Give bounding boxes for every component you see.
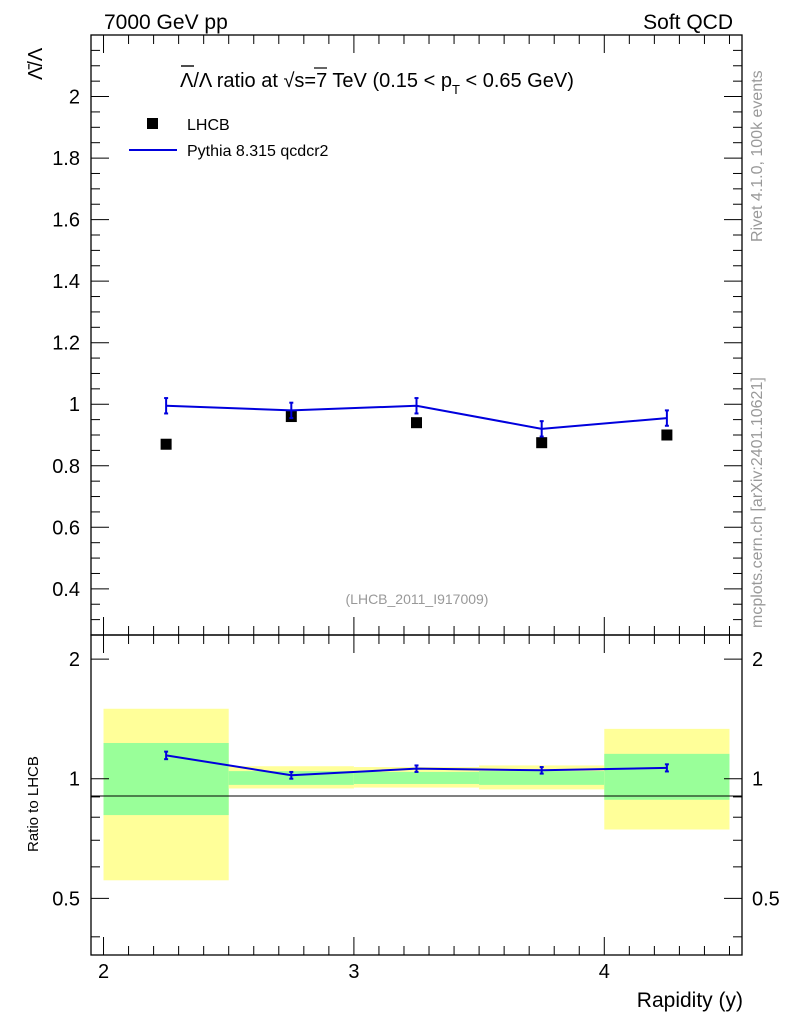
title-lambda-bar: Λ (180, 70, 194, 92)
y-tick-label: 1 (69, 394, 80, 416)
title-sqrt-icon: √ (283, 70, 294, 92)
side-rivet-text: Rivet 4.1.0, 100k events (749, 70, 766, 242)
y-tick-label: 1 (69, 769, 80, 791)
ratio-ylabel: Ratio to LHCB (25, 756, 42, 852)
main-marks (160, 397, 673, 450)
legend-label-pythia: Pythia 8.315 qcdcr2 (187, 143, 329, 160)
x-tick-label: 3 (348, 961, 359, 983)
data-point (536, 437, 548, 449)
data-point (160, 438, 172, 450)
y-tick-label: 2 (69, 649, 80, 671)
title-lead: /Λ ratio at (193, 70, 283, 92)
y-tick-label: 0.8 (52, 456, 80, 478)
plot-title: Λ/Λ ratio at √s=7 TeV (0.15 < pT < 0.65 … (180, 70, 574, 97)
header-left-label: 7000 GeV pp (104, 11, 228, 34)
y-tick-label: 0.6 (52, 517, 80, 539)
y-tick-label-right: 2 (752, 649, 763, 671)
data-point (661, 429, 673, 441)
header-right-label: Soft QCD (643, 11, 733, 34)
title-tail: < 0.65 GeV) (460, 70, 574, 92)
y-tick-label: 1.4 (52, 271, 80, 293)
analysis-watermark: (LHCB_2011_I917009) (346, 591, 489, 607)
band-inner (353, 771, 480, 784)
y-tick-label: 0.5 (52, 888, 80, 910)
main-ylabel-text: Λ̄/Λ (25, 47, 47, 80)
legend-label-lhcb: LHCB (187, 117, 230, 134)
data-point (411, 417, 422, 429)
x-tick-label: 2 (98, 961, 109, 983)
y-tick-label: 1.2 (52, 333, 80, 355)
ratio-ylabel-text: Ratio to LHCB (25, 756, 42, 852)
side-rivet: Rivet 4.1.0, 100k events (749, 70, 766, 242)
y-tick-label: 1.6 (52, 210, 80, 232)
y-tick-label: 2 (69, 87, 80, 109)
title-sub: T (452, 82, 460, 97)
legend-marker-lhcb (147, 118, 158, 129)
y-tick-label-right: 1 (752, 769, 763, 791)
main-panel: 0.4 0.6 0.8 1 1.2 1.4 1.6 1.8 2 Λ/Λ ratio at √s=… (25, 34, 743, 636)
main-ylabel: Λ̄/Λ (25, 47, 47, 80)
title-mid: s=7 TeV (0.15 < p (294, 70, 452, 92)
ratio-marks (164, 750, 669, 780)
ratio-panel: 2 3 4 0.5 0.5 1 1 2 2 Ratio to LHCB Rapidity (y) (25, 634, 780, 1012)
ratio-frame (90, 634, 743, 956)
band-inner (479, 771, 605, 785)
ratio-bands (103, 708, 730, 881)
y-tick-label: 1.8 (52, 148, 80, 170)
side-mcplots-text: mcplots.cern.ch [arXiv:2401.10621] (749, 377, 766, 628)
ratio-ticks: 2 3 4 0.5 0.5 1 1 2 2 (52, 635, 780, 983)
ratio-xlabel: Rapidity (y) (637, 989, 743, 1012)
band-inner (604, 753, 730, 800)
x-tick-label: 4 (599, 961, 610, 983)
side-mcplots: mcplots.cern.ch [arXiv:2401.10621] (749, 377, 766, 628)
legend: LHCB Pythia 8.315 qcdcr2 (129, 117, 329, 160)
main-ticks: 0.4 0.6 0.8 1 1.2 1.4 1.6 1.8 2 (52, 35, 742, 635)
y-tick-label: 0.4 (52, 579, 80, 601)
y-tick-label-right: 0.5 (752, 888, 780, 910)
